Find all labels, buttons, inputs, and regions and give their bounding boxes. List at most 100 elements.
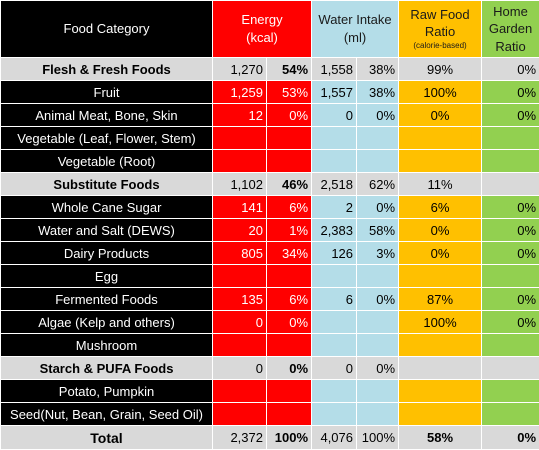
water-percent: 100% xyxy=(356,425,400,450)
energy-percent: 34% xyxy=(265,241,313,265)
energy-percent: 6% xyxy=(265,195,313,219)
home-garden-ratio xyxy=(481,356,539,380)
energy-percent: 54% xyxy=(265,57,313,81)
energy-value: 1,270 xyxy=(212,57,267,81)
table-row: Animal Meat, Bone, Skin 12 0% 0 0% 0% 0% xyxy=(0,103,539,127)
home-garden-ratio xyxy=(481,379,539,403)
energy-value: 12 xyxy=(212,103,267,127)
energy-value xyxy=(212,402,267,426)
raw-food-ratio xyxy=(398,126,483,150)
home-garden-ratio: 0% xyxy=(481,80,539,104)
energy-value xyxy=(212,126,267,150)
home-garden-ratio xyxy=(481,172,539,196)
energy-value: 135 xyxy=(212,287,267,311)
water-percent xyxy=(356,149,400,173)
table-row: Fermented Foods 135 6% 6 0% 87% 0% xyxy=(0,287,539,311)
water-value: 6 xyxy=(311,287,358,311)
header-raw-label: Raw Food Ratio xyxy=(410,7,470,40)
home-garden-ratio: 0% xyxy=(481,195,539,219)
table-row: Egg xyxy=(0,264,539,288)
home-garden-ratio xyxy=(481,402,539,426)
water-value xyxy=(311,149,358,173)
row-name: Whole Cane Sugar xyxy=(0,195,213,219)
header-water-unit: (ml) xyxy=(343,30,367,45)
raw-food-ratio xyxy=(398,356,483,380)
raw-food-ratio: 87% xyxy=(398,287,483,311)
category-summary-row: Substitute Foods 1,102 46% 2,518 62% 11% xyxy=(0,172,539,196)
energy-percent: 6% xyxy=(265,287,313,311)
energy-percent: 53% xyxy=(265,80,313,104)
home-garden-ratio xyxy=(481,149,539,173)
water-value xyxy=(311,264,358,288)
water-percent: 38% xyxy=(356,80,400,104)
header-raw-food: Raw Food Ratio (calorie-based) xyxy=(398,0,483,58)
raw-food-ratio: 0% xyxy=(398,241,483,265)
home-garden-ratio xyxy=(481,126,539,150)
water-percent xyxy=(356,310,400,334)
energy-percent: 100% xyxy=(265,425,313,450)
row-name: Vegetable (Leaf, Flower, Stem) xyxy=(0,126,213,150)
energy-value: 1,102 xyxy=(212,172,267,196)
row-name: Flesh & Fresh Foods xyxy=(0,57,213,81)
header-food-category: Food Category xyxy=(0,0,213,58)
header-water-label: Water Intake xyxy=(318,12,392,28)
energy-value: 20 xyxy=(212,218,267,242)
table-body: Flesh & Fresh Foods 1,270 54% 1,558 38% 99% 0%… xyxy=(0,57,539,450)
table-row: Whole Cane Sugar 141 6% 2 0% 6% 0% xyxy=(0,195,539,219)
raw-food-ratio: 0% xyxy=(398,103,483,127)
energy-value: 2,372 xyxy=(212,425,267,450)
raw-food-ratio xyxy=(398,264,483,288)
table-row: Seed(Nut, Bean, Grain, Seed Oil) xyxy=(0,402,539,426)
table-row: Mushroom xyxy=(0,333,539,357)
table-row: Vegetable (Root) xyxy=(0,149,539,173)
water-value: 4,076 xyxy=(311,425,358,450)
energy-percent xyxy=(265,379,313,403)
home-garden-ratio: 0% xyxy=(481,103,539,127)
row-name: Dairy Products xyxy=(0,241,213,265)
category-summary-row: Flesh & Fresh Foods 1,270 54% 1,558 38% 99% 0% xyxy=(0,57,539,81)
water-value: 2,518 xyxy=(311,172,358,196)
water-value: 0 xyxy=(311,103,358,127)
home-garden-ratio: 0% xyxy=(481,425,539,450)
water-percent: 62% xyxy=(356,172,400,196)
header-home-garden: Home Garden Ratio xyxy=(481,0,539,58)
energy-percent xyxy=(265,264,313,288)
header-energy-label: Energy xyxy=(241,12,283,28)
header-garden-label: Home Garden Ratio xyxy=(488,3,533,54)
water-percent: 3% xyxy=(356,241,400,265)
row-name: Seed(Nut, Bean, Grain, Seed Oil) xyxy=(0,402,213,426)
row-name: Potato, Pumpkin xyxy=(0,379,213,403)
row-name: Water and Salt (DEWS) xyxy=(0,218,213,242)
table-row: Algae (Kelp and others) 0 0% 100% 0% xyxy=(0,310,539,334)
row-name: Egg xyxy=(0,264,213,288)
raw-food-ratio xyxy=(398,402,483,426)
water-percent: 0% xyxy=(356,195,400,219)
row-name: Starch & PUFA Foods xyxy=(0,356,213,380)
row-name: Substitute Foods xyxy=(0,172,213,196)
water-value xyxy=(311,310,358,334)
table-row: Water and Salt (DEWS) 20 1% 2,383 58% 0% 0% xyxy=(0,218,539,242)
raw-food-ratio: 0% xyxy=(398,218,483,242)
water-percent xyxy=(356,333,400,357)
energy-percent: 1% xyxy=(265,218,313,242)
water-percent: 58% xyxy=(356,218,400,242)
header-energy: Energy (kcal) xyxy=(211,0,313,58)
header-raw-sub: (calorie-based) xyxy=(413,41,467,51)
raw-food-ratio: 58% xyxy=(398,425,483,450)
raw-food-ratio xyxy=(398,379,483,403)
energy-value xyxy=(212,264,267,288)
raw-food-ratio xyxy=(398,333,483,357)
header-water: Water Intake (ml) xyxy=(311,0,400,58)
row-name: Vegetable (Root) xyxy=(0,149,213,173)
energy-value xyxy=(212,149,267,173)
water-percent: 38% xyxy=(356,57,400,81)
water-percent xyxy=(356,264,400,288)
energy-value: 0 xyxy=(212,356,267,380)
water-value: 2 xyxy=(311,195,358,219)
water-value xyxy=(311,126,358,150)
raw-food-ratio: 100% xyxy=(398,80,483,104)
water-percent xyxy=(356,379,400,403)
energy-value xyxy=(212,333,267,357)
header-energy-unit: (kcal) xyxy=(246,30,278,45)
